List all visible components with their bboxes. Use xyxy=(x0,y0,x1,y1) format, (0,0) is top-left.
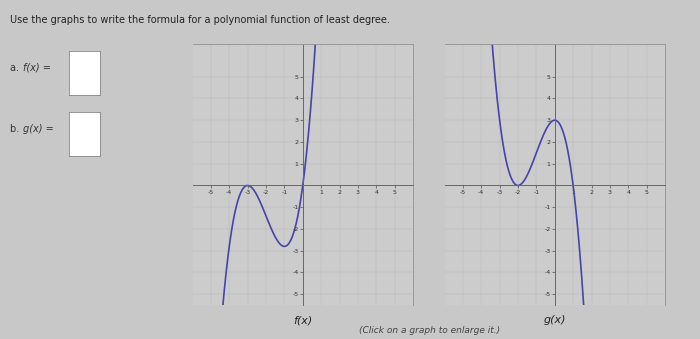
Text: Use the graphs to write the formula for a polynomial function of least degree.: Use the graphs to write the formula for … xyxy=(10,15,391,25)
Text: b.: b. xyxy=(10,124,23,134)
Text: (Click on a graph to enlarge it.): (Click on a graph to enlarge it.) xyxy=(358,326,500,335)
Text: f(x): f(x) xyxy=(293,315,313,325)
Text: g(x) =: g(x) = xyxy=(23,124,57,134)
Text: g(x): g(x) xyxy=(544,315,566,325)
Text: a.: a. xyxy=(10,63,22,73)
Text: f(x) =: f(x) = xyxy=(23,63,54,73)
